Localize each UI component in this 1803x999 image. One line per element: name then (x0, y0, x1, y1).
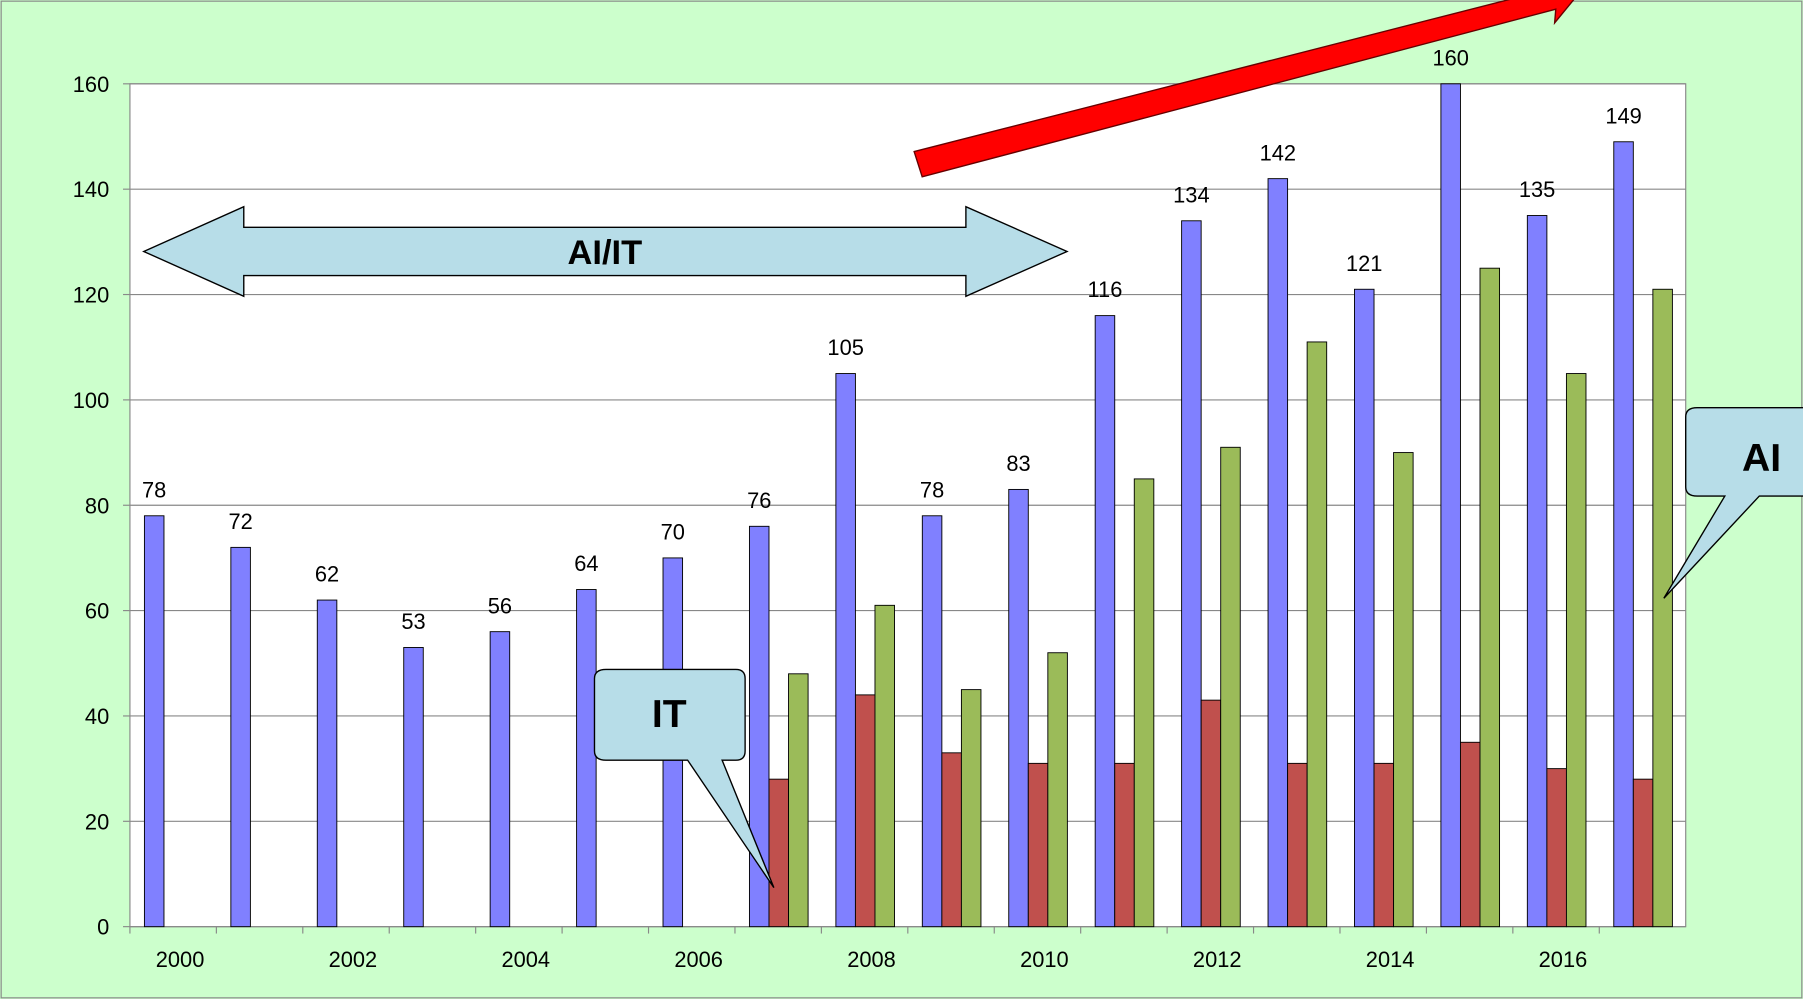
bar (1632, 778, 1654, 928)
annotation: AI (1742, 437, 1781, 480)
data-label: 76 (747, 488, 771, 513)
bar (1373, 762, 1395, 928)
bar (874, 604, 895, 928)
y-tick-label: 140 (73, 177, 109, 202)
double-arrow (142, 205, 1069, 298)
data-label: 105 (827, 335, 863, 360)
y-tick-label: 0 (97, 915, 109, 940)
bar (1565, 373, 1587, 928)
bar (1393, 452, 1414, 928)
data-label: 83 (1006, 451, 1030, 476)
data-label: 64 (574, 551, 598, 576)
bar (489, 631, 511, 928)
y-tick-label: 20 (85, 809, 109, 834)
bar (576, 589, 597, 928)
bar (143, 515, 165, 928)
bar (1008, 488, 1029, 928)
x-tick-label: 2002 (329, 947, 378, 972)
bar (1047, 652, 1068, 928)
bar (230, 546, 251, 928)
annotation: AI/IT (567, 234, 642, 272)
x-tick-label: 2004 (501, 947, 550, 972)
callout (1663, 406, 1803, 599)
bar (1546, 768, 1567, 928)
data-label: 142 (1260, 140, 1296, 165)
callout (593, 668, 775, 889)
bar (1200, 699, 1222, 928)
bar (1526, 215, 1548, 928)
x-tick-label: 2008 (847, 947, 896, 972)
bar (316, 599, 338, 928)
data-label: 135 (1519, 177, 1555, 202)
bar (1027, 762, 1049, 928)
bar (788, 673, 809, 928)
marks: 0 20 40 60 80 100 120 140 160 2000 78 72 2002 62 53 200… (73, 45, 1686, 972)
data-label: 53 (401, 609, 425, 634)
data-label: 121 (1346, 251, 1382, 276)
x-tick-label: 2006 (674, 947, 723, 972)
bar (748, 525, 770, 928)
bar (854, 694, 876, 928)
x-tick-label: 2016 (1539, 947, 1588, 972)
x-tick-label: 2014 (1366, 947, 1415, 972)
bar (403, 647, 424, 928)
red-arrow (913, 0, 1575, 178)
bar (1267, 178, 1289, 928)
y-tick-label: 40 (85, 704, 109, 729)
data-label: 70 (661, 520, 685, 545)
bar (921, 515, 943, 928)
data-label: 56 (488, 593, 512, 618)
bar (1094, 315, 1116, 928)
data-label: 62 (315, 562, 339, 587)
bar (1613, 141, 1634, 928)
bar (1181, 220, 1202, 928)
bar (941, 752, 962, 928)
y-tick-label: 100 (73, 388, 109, 413)
y-tick-label: 60 (85, 599, 109, 624)
bar (1354, 288, 1375, 928)
y-tick-label: 160 (73, 72, 109, 97)
bar (960, 689, 982, 928)
bar (1287, 762, 1308, 928)
data-label: 160 (1432, 45, 1468, 70)
bar (1459, 741, 1481, 928)
data-label: 72 (228, 509, 252, 534)
data-label: 116 (1088, 277, 1123, 302)
data-label: 78 (142, 477, 166, 502)
bar (1440, 83, 1461, 928)
x-tick-label: 2000 (156, 947, 205, 972)
y-tick-label: 80 (85, 493, 109, 518)
y-tick-label: 120 (73, 283, 109, 308)
bar (1652, 288, 1673, 928)
x-tick-label: 2010 (1020, 947, 1069, 972)
bar (768, 778, 790, 928)
bar (835, 373, 856, 928)
bar (1114, 762, 1135, 928)
bar (1220, 446, 1241, 928)
data-label: 149 (1605, 103, 1641, 128)
bar (1306, 341, 1328, 928)
data-label: 134 (1173, 182, 1209, 207)
x-tick-label: 2012 (1193, 947, 1242, 972)
data-label: 78 (920, 477, 944, 502)
annotation: IT (652, 693, 687, 736)
bar (1133, 478, 1155, 928)
bar (1479, 267, 1501, 928)
